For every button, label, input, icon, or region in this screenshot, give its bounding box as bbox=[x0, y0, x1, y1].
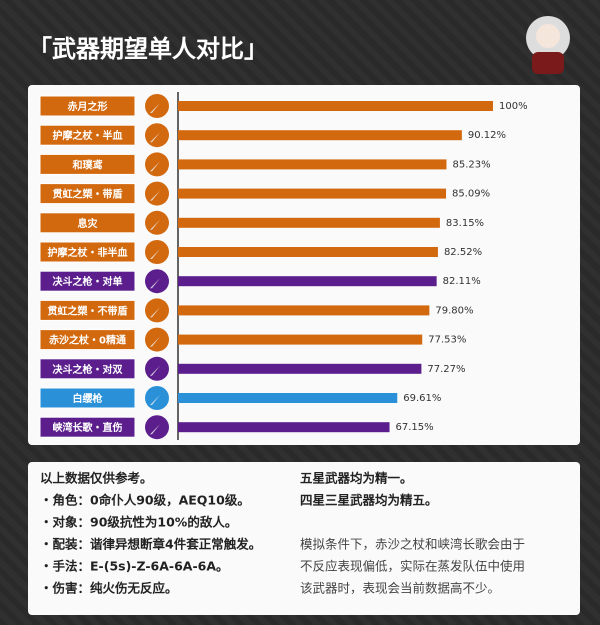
category-label: 护摩之杖・半血 bbox=[53, 129, 123, 142]
category-box bbox=[39, 358, 136, 380]
note-line: ・角色：0命仆人90级，AEQ10级。 bbox=[40, 493, 250, 508]
note-line: 以上数据仅供参考。 bbox=[40, 471, 153, 486]
value-label: 85.23% bbox=[452, 159, 490, 170]
weapon-glyph bbox=[150, 99, 164, 113]
value-label: 90.12% bbox=[468, 130, 506, 141]
category-box bbox=[39, 95, 136, 117]
value-label: 69.61% bbox=[403, 393, 441, 404]
bar bbox=[178, 276, 437, 287]
category-label: 赤沙之杖・0精通 bbox=[49, 334, 126, 347]
category-box bbox=[39, 329, 136, 351]
weapon-glyph bbox=[150, 215, 164, 230]
value-label: 77.27% bbox=[427, 364, 465, 375]
category-box bbox=[39, 241, 136, 263]
weapon-glyph bbox=[150, 274, 164, 289]
value-label: 67.15% bbox=[396, 422, 434, 433]
weapon-glyph bbox=[150, 332, 164, 347]
note-line: ・手法：E-(5s)-Z-6A-6A-6A。 bbox=[40, 559, 229, 574]
chart-panel bbox=[28, 85, 580, 445]
bar bbox=[178, 334, 423, 345]
category-label: 贯虹之槊・不带盾 bbox=[48, 304, 128, 317]
weapon-glyph bbox=[150, 361, 164, 376]
bar bbox=[178, 422, 390, 433]
note-line: 五星武器均为精一。 bbox=[300, 471, 413, 486]
note-line: ・对象：90级抗性为10%的敌人。 bbox=[40, 515, 237, 530]
weapon-glyph bbox=[150, 391, 164, 405]
value-label: 82.11% bbox=[443, 276, 481, 287]
note-paragraph: 模拟条件下，赤沙之杖和峡湾长歌会由于 bbox=[300, 537, 525, 552]
bar bbox=[178, 101, 493, 111]
bar bbox=[178, 217, 440, 228]
bar bbox=[178, 393, 398, 403]
category-label: 决斗之枪・对双 bbox=[53, 363, 123, 376]
weapon-glyph bbox=[150, 420, 164, 435]
weapon-glyph bbox=[150, 245, 164, 259]
bar bbox=[178, 305, 430, 316]
note-paragraph: 不反应表现偏低，实际在蒸发队伍中使用 bbox=[300, 559, 525, 574]
bar bbox=[178, 247, 438, 257]
bar bbox=[178, 130, 462, 141]
chart-title: 「武器期望单人对比」 bbox=[28, 35, 268, 63]
weapon-glyph bbox=[150, 186, 164, 201]
value-label: 83.15% bbox=[446, 218, 484, 229]
category-box bbox=[39, 270, 136, 292]
note-line: ・伤害：纯火伤无反应。 bbox=[40, 581, 178, 596]
value-label: 79.80% bbox=[435, 305, 473, 316]
category-label: 息灾 bbox=[78, 217, 99, 230]
category-box bbox=[39, 183, 136, 205]
note-line: 四星三星武器均为精五。 bbox=[300, 493, 438, 508]
category-box bbox=[39, 416, 136, 438]
value-label: 100% bbox=[499, 101, 528, 112]
category-label: 白缨枪 bbox=[73, 392, 103, 405]
note-line: ・配装：谐律异想断章4件套正常触发。 bbox=[40, 537, 261, 552]
category-box bbox=[39, 153, 136, 175]
category-box bbox=[39, 299, 136, 321]
bar bbox=[178, 159, 447, 170]
category-label: 和璞鸢 bbox=[72, 158, 103, 171]
notes-panel bbox=[28, 462, 580, 615]
weapon-glyph bbox=[150, 128, 164, 143]
category-label: 峡湾长歌・直伤 bbox=[53, 421, 123, 434]
bar bbox=[178, 363, 422, 374]
value-label: 82.52% bbox=[444, 247, 482, 258]
category-label: 贯虹之槊・带盾 bbox=[53, 188, 123, 201]
weapon-glyph bbox=[150, 157, 164, 172]
avatar bbox=[526, 16, 570, 74]
category-label: 赤月之形 bbox=[68, 100, 108, 113]
category-label: 决斗之枪・对单 bbox=[53, 275, 123, 288]
category-box bbox=[39, 387, 136, 409]
category-box bbox=[39, 212, 136, 234]
note-paragraph: 该武器时，表现会当前数据高不少。 bbox=[300, 581, 500, 596]
value-label: 77.53% bbox=[428, 335, 466, 346]
value-label: 85.09% bbox=[452, 189, 490, 200]
category-label: 护摩之杖・非半血 bbox=[48, 246, 128, 259]
category-box bbox=[39, 124, 136, 146]
weapon-glyph bbox=[150, 303, 164, 318]
bar bbox=[178, 188, 447, 199]
